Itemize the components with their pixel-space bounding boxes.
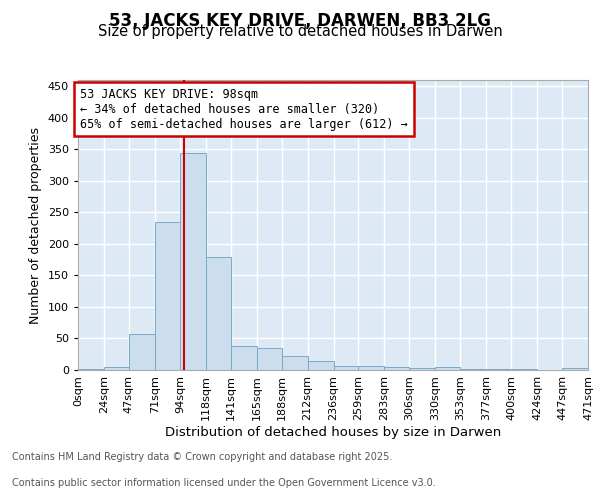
Bar <box>180 152 206 370</box>
Bar <box>562 368 588 370</box>
Bar <box>334 366 358 370</box>
Text: Size of property relative to detached houses in Darwen: Size of property relative to detached ho… <box>98 24 502 39</box>
Text: Contains public sector information licensed under the Open Government Licence v3: Contains public sector information licen… <box>12 478 436 488</box>
Bar <box>155 222 180 370</box>
Bar <box>104 368 129 370</box>
Text: 53 JACKS KEY DRIVE: 98sqm
← 34% of detached houses are smaller (320)
65% of semi: 53 JACKS KEY DRIVE: 98sqm ← 34% of detac… <box>80 88 408 130</box>
Bar <box>409 368 436 370</box>
Bar <box>129 334 155 370</box>
X-axis label: Distribution of detached houses by size in Darwen: Distribution of detached houses by size … <box>165 426 501 438</box>
Bar <box>78 368 104 370</box>
Bar <box>358 366 385 370</box>
Bar <box>230 346 257 370</box>
Bar <box>206 256 230 370</box>
Bar <box>257 348 281 370</box>
Bar <box>308 360 334 370</box>
Text: Contains HM Land Registry data © Crown copyright and database right 2025.: Contains HM Land Registry data © Crown c… <box>12 452 392 462</box>
Text: 53, JACKS KEY DRIVE, DARWEN, BB3 2LG: 53, JACKS KEY DRIVE, DARWEN, BB3 2LG <box>109 12 491 30</box>
Bar <box>460 368 486 370</box>
Bar <box>281 356 308 370</box>
Bar <box>436 368 460 370</box>
Y-axis label: Number of detached properties: Number of detached properties <box>29 126 42 324</box>
Bar <box>385 367 409 370</box>
